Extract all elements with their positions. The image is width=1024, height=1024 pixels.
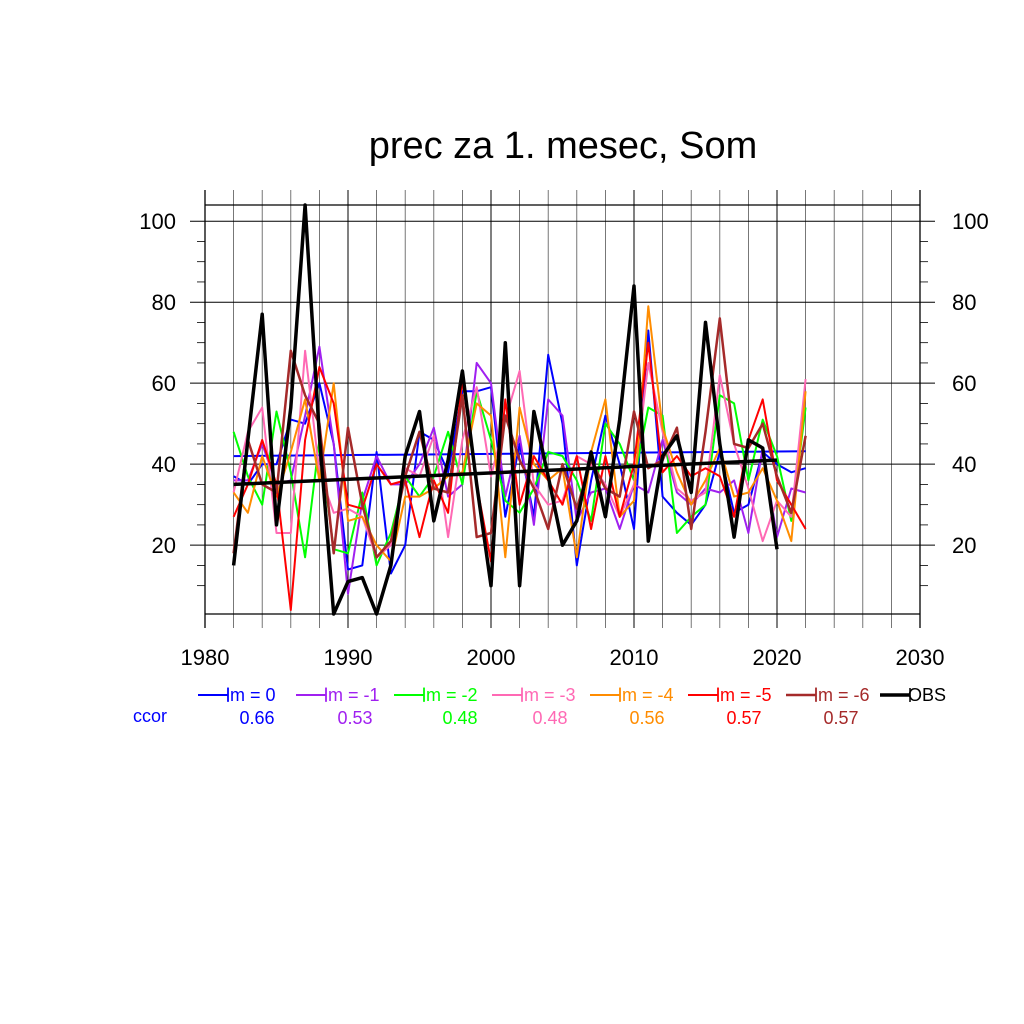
y-tick-label-left: 60 <box>152 371 176 396</box>
trend-line-7 <box>233 458 778 487</box>
series-line-6 <box>232 317 807 559</box>
chart-title: prec za 1. mesec, Som <box>369 125 758 167</box>
ccor-value-1: 0.53 <box>337 708 372 728</box>
y-tick-label-right: 80 <box>952 290 976 315</box>
y-tick-label-left: 80 <box>152 290 176 315</box>
ccor-value-4: 0.56 <box>629 708 664 728</box>
legend-label-4: lm = -4 <box>618 685 674 705</box>
legend-label-1: lm = -1 <box>324 685 380 705</box>
x-tick-label: 2010 <box>610 645 659 670</box>
y-tick-label-right: 40 <box>952 452 976 477</box>
y-tick-label-right: 20 <box>952 533 976 558</box>
x-tick-label: 2000 <box>467 645 516 670</box>
series-line-0 <box>233 329 806 575</box>
x-tick-label: 1990 <box>324 645 373 670</box>
y-tick-label-right: 100 <box>952 209 989 234</box>
y-tick-label-left: 20 <box>152 533 176 558</box>
legend-label-2: lm = -2 <box>422 685 478 705</box>
legend-label-6: lm = -6 <box>814 685 870 705</box>
x-tick-label: 2020 <box>753 645 802 670</box>
series-line-5 <box>232 341 807 611</box>
ccor-value-2: 0.48 <box>442 708 477 728</box>
ccor-value-5: 0.57 <box>726 708 761 728</box>
y-tick-label-left: 100 <box>139 209 176 234</box>
y-tick-label-right: 60 <box>952 371 976 396</box>
y-tick-label-left: 40 <box>152 452 176 477</box>
plot-area <box>231 203 807 616</box>
x-tick-label: 1980 <box>181 645 230 670</box>
ccor-value-0: 0.66 <box>239 708 274 728</box>
legend-label-3: lm = -3 <box>520 685 576 705</box>
series-line-7 <box>231 203 779 616</box>
legend-label-0: lm = 0 <box>226 685 276 705</box>
ccor-value-6: 0.57 <box>823 708 858 728</box>
legend: lm = 0 lm = -1 lm = -2 lm = -3 lm = -4 lm = -… <box>133 685 946 728</box>
legend-label-5: lm = -5 <box>716 685 772 705</box>
x-tick-label: 2030 <box>896 645 945 670</box>
ccor-value-3: 0.48 <box>532 708 567 728</box>
series-line-4 <box>232 305 807 563</box>
ccor-label: ccor <box>133 706 167 726</box>
legend-label-7: OBS <box>908 685 946 705</box>
